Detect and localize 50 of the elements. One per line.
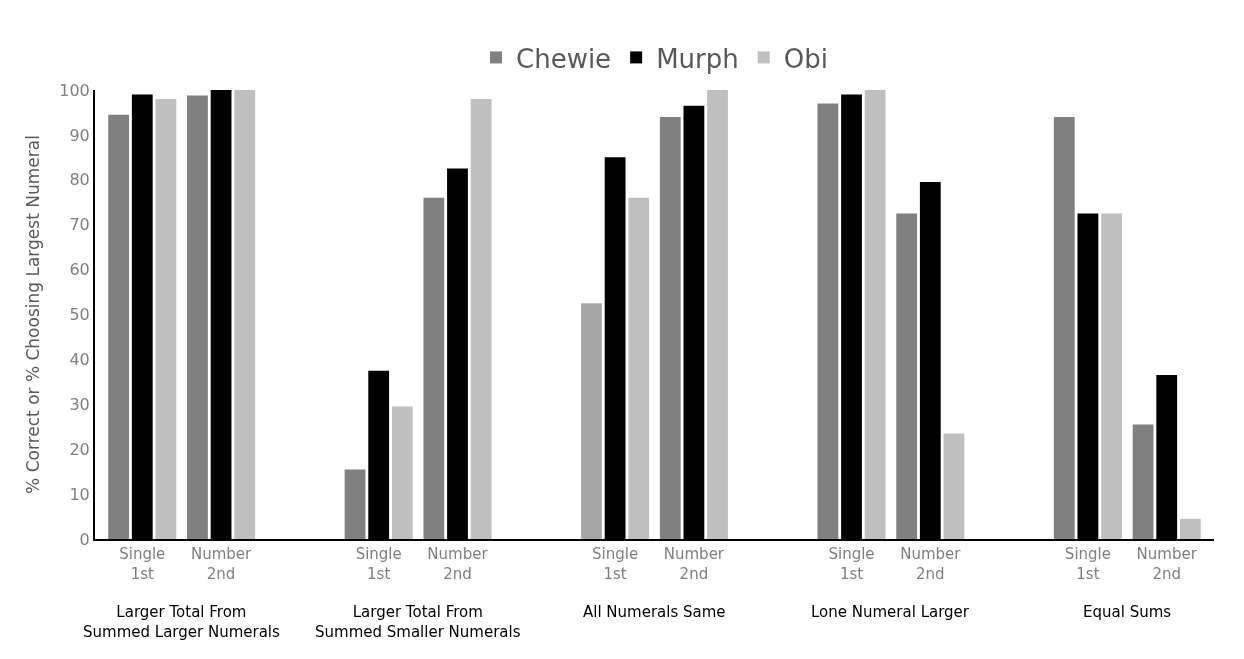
bar (659, 116, 681, 539)
bar (1053, 116, 1075, 539)
bar (1101, 213, 1122, 539)
y-tick-label: 70 (69, 215, 90, 235)
bar (707, 90, 728, 539)
bar (817, 103, 839, 539)
legend-label: Chewie (516, 43, 612, 74)
bar (391, 406, 413, 539)
x-tick-label: Number 2nd (427, 545, 489, 583)
y-tick-label: 10 (69, 484, 90, 504)
bar (628, 197, 650, 539)
x-tick-label: Single 1st (828, 545, 875, 583)
x-tick-label: Number 2nd (1136, 545, 1198, 583)
bar (108, 114, 130, 539)
bar (344, 469, 366, 539)
bar (423, 197, 445, 539)
bar (896, 213, 918, 539)
x-tick-label: Number 2nd (190, 545, 253, 583)
y-tick-label: 90 (69, 125, 90, 145)
y-tick-label: 30 (69, 394, 90, 414)
x-tick-label: Single 1st (1064, 545, 1111, 583)
text: Larger Total From Summed Smaller Numerals (315, 603, 521, 641)
y-tick-label: 60 (69, 260, 90, 280)
bar (943, 433, 965, 539)
text: Larger Total From Summed Larger Numerals (83, 603, 280, 641)
y-tick-label: 20 (69, 439, 90, 459)
bar (155, 98, 177, 539)
legend-label: Obi (783, 43, 828, 74)
bar (234, 90, 256, 539)
text: All Numerals Same (583, 603, 726, 621)
y-tick-label: 80 (69, 170, 90, 190)
text: Lone Numeral Larger (811, 603, 970, 621)
y-tick-label: 50 (69, 305, 90, 325)
legend-label: Murph (656, 43, 739, 74)
x-tick-label: Single 1st (119, 545, 166, 583)
bar (470, 98, 492, 539)
y-tick-label: 100 (59, 80, 90, 100)
y-axis-title: % Correct or % Choosing Largest Numeral (23, 135, 44, 494)
bar (1179, 518, 1201, 539)
x-tick-label: Number 2nd (663, 545, 725, 583)
y-tick-label: 0 (79, 529, 90, 549)
bar (1132, 424, 1154, 539)
bar (581, 303, 602, 539)
x-tick-label: Single 1st (592, 545, 639, 583)
x-tick-label: Single 1st (355, 545, 402, 583)
bar (864, 90, 886, 539)
bar (187, 95, 208, 539)
text: Equal Sums (1083, 603, 1172, 621)
x-tick-label: Number 2nd (900, 545, 962, 583)
y-tick-label: 40 (69, 350, 90, 369)
